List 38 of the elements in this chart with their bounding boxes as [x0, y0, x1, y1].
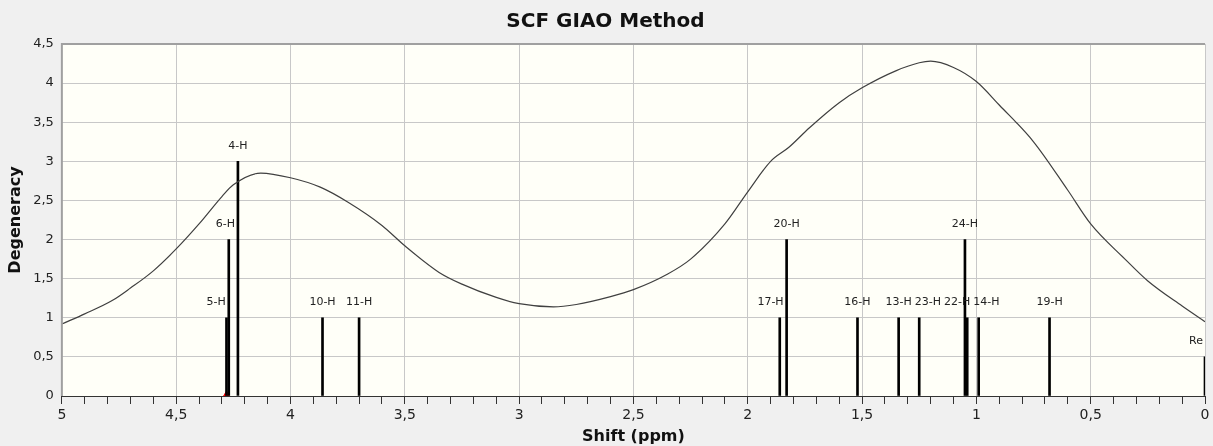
y-tick-label: 2,5: [33, 191, 54, 207]
x-tick-label: 0,5: [1079, 406, 1102, 423]
x-axis-title: Shift (ppm): [582, 425, 685, 445]
x-tick-label: 5: [57, 406, 67, 423]
y-tick-label: 3: [45, 152, 54, 168]
annotation: 20-H: [773, 216, 800, 230]
x-tick-label: 4,5: [165, 406, 188, 423]
annotation: 4-H: [228, 138, 248, 152]
annotation: 24-H: [951, 216, 979, 230]
y-tick-label: 0,5: [33, 348, 54, 364]
annotation: 11-H: [345, 295, 373, 309]
annotation: 13-H: [885, 295, 912, 309]
annotation: 14-H: [973, 295, 1000, 309]
annotation: 16-H: [844, 295, 871, 309]
x-tick-label: 2: [743, 406, 753, 423]
x-tick-label: 2,5: [622, 406, 645, 423]
annotation: 19-H: [1036, 295, 1063, 309]
y-tick-label: 1,5: [33, 270, 54, 286]
annotation: 10-H: [309, 295, 336, 309]
annotation: 6-H: [215, 216, 235, 230]
annotation: Re: [1189, 334, 1204, 348]
annotation: 17-H: [757, 295, 784, 309]
x-tick-label: 1: [971, 406, 981, 423]
x-tick-label: 3: [514, 406, 524, 423]
y-tick-label: 1: [45, 309, 54, 325]
x-tick-label: 0: [1200, 406, 1210, 423]
x-tick-label: 4: [286, 406, 296, 423]
annotation: 23-H: [914, 295, 942, 309]
annotation: 5-H: [206, 295, 226, 309]
y-tick-label: 4: [45, 74, 54, 90]
y-tick-label: 4,5: [33, 35, 54, 51]
y-tick-label: 0: [45, 387, 54, 403]
y-tick-label: 3,5: [33, 113, 54, 129]
x-tick-label: 3,5: [393, 406, 416, 423]
y-axis-title: Degeneracy: [4, 165, 24, 274]
x-tick-label: 1,5: [850, 406, 874, 423]
y-tick-label: 2: [45, 230, 54, 246]
chart-title: SCF GIAO Method: [506, 8, 705, 33]
